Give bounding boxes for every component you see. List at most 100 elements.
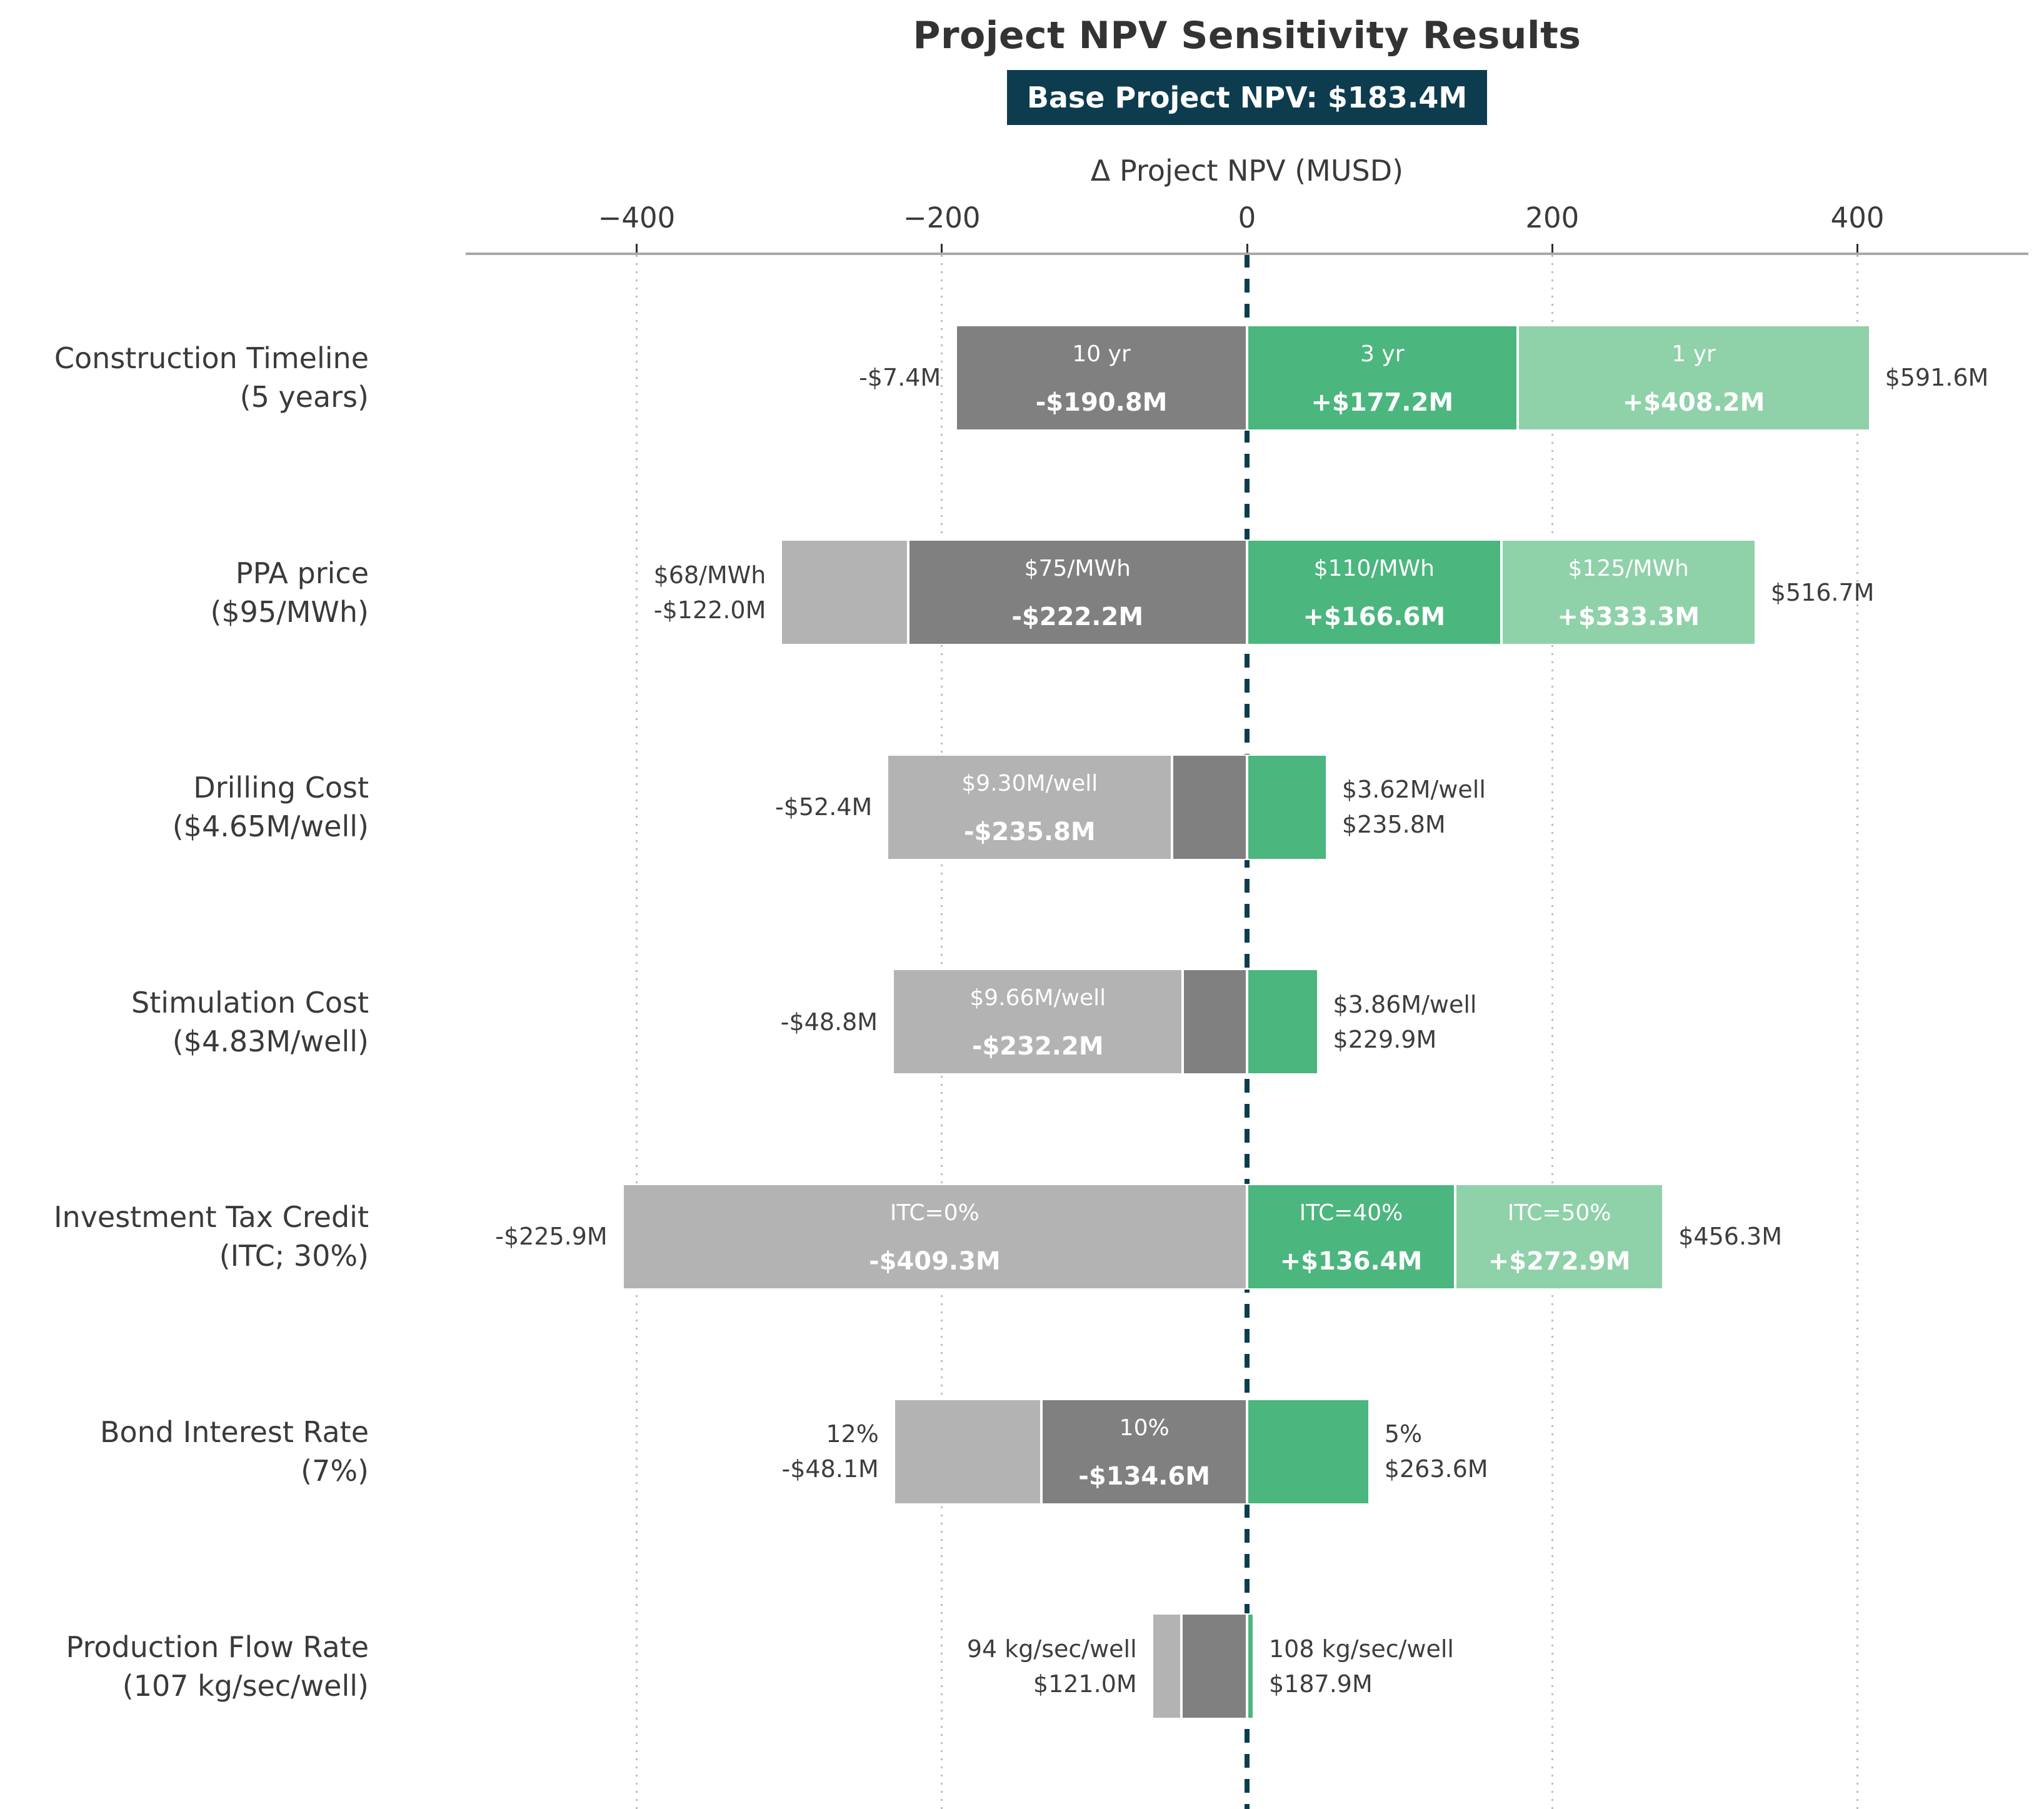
resulting-npv-label-left: 94 kg/sec/well $121.0M — [699, 1631, 1137, 1701]
resulting-npv-label-line: $516.7M — [1770, 578, 1875, 606]
resulting-npv-label-left: -$7.4M — [503, 360, 941, 395]
category-base-value: ($4.83M/well) — [172, 1024, 369, 1058]
x-axis-label: Δ Project NPV (MUSD) — [1090, 154, 1404, 188]
resulting-npv-label-right: $3.86M/well $229.9M — [1333, 987, 1771, 1057]
bar-segment-scenario-label: $9.66M/well — [969, 985, 1106, 1011]
bar-segment-scenario-label: ITC=40% — [1299, 1200, 1403, 1226]
bar-segment — [893, 969, 1183, 1075]
resulting-npv-label-line: $229.9M — [1333, 1025, 1437, 1053]
resulting-npv-label-left: 12% -$48.1M — [441, 1416, 879, 1486]
bar-segment-delta-label: -$190.8M — [1035, 388, 1168, 417]
axis-tick-label: −400 — [598, 201, 676, 234]
bar-segment — [1247, 1183, 1455, 1290]
resulting-npv-label-line: -$48.8M — [780, 1008, 878, 1036]
bar-segment — [893, 1398, 1042, 1505]
resulting-npv-label-right: $3.62M/well $235.8M — [1342, 772, 1780, 842]
resulting-npv-label-line: 12% — [826, 1420, 879, 1448]
resulting-npv-label-right: 5% $263.6M — [1385, 1416, 1822, 1486]
resulting-npv-label-line: -$7.4M — [859, 364, 941, 391]
bar-segment-scenario-label: 1 yr — [1671, 341, 1716, 367]
category-label: Drilling Cost ($4.65M/well) — [0, 768, 369, 846]
bar-segment-delta-label: +$333.3M — [1557, 603, 1700, 632]
resulting-npv-label-line: $3.86M/well — [1333, 990, 1477, 1018]
bar-segment — [887, 754, 1173, 860]
bar-segment-scenario-label: $9.30M/well — [961, 770, 1098, 796]
resulting-npv-label-line: -$48.1M — [781, 1455, 879, 1483]
category-name: Bond Interest Rate — [99, 1415, 369, 1449]
base-npv-badge: Base Project NPV: $183.4M — [466, 70, 2028, 125]
bar-segment — [1501, 539, 1756, 646]
resulting-npv-label-left: -$225.9M — [170, 1219, 607, 1254]
bar-segment — [1183, 969, 1247, 1075]
resulting-npv-label-line: $456.3M — [1678, 1223, 1782, 1251]
gridline — [635, 255, 638, 1809]
resulting-npv-label-right: $516.7M — [1771, 575, 2044, 610]
bar-segment — [1247, 1398, 1370, 1505]
axis-tick-mark — [941, 244, 943, 254]
category-name: Investment Tax Credit — [53, 1200, 369, 1235]
axis-tick-mark — [635, 244, 638, 254]
category-base-value: ($4.65M/well) — [172, 809, 369, 844]
resulting-npv-label-line: -$52.4M — [775, 793, 873, 821]
resulting-npv-label-line: $591.6M — [1885, 364, 1989, 391]
bar-segment-scenario-label: ITC=50% — [1507, 1200, 1611, 1226]
category-label: PPA price ($95/MWh) — [0, 554, 369, 631]
category-name: PPA price — [235, 556, 369, 590]
bar-segment — [956, 324, 1247, 431]
gridline — [1551, 255, 1553, 1809]
resulting-npv-label-right: 108 kg/sec/well $187.9M — [1269, 1631, 1706, 1701]
resulting-npv-label-line: 5% — [1384, 1420, 1423, 1448]
category-label: Bond Interest Rate (7%) — [0, 1413, 369, 1490]
bar-segment-delta-label: -$409.3M — [868, 1246, 1001, 1276]
bar-segment — [1041, 1398, 1247, 1505]
resulting-npv-label-line: -$122.0M — [653, 596, 766, 624]
axis-tick-label: 200 — [1525, 201, 1580, 234]
bar-segment — [781, 539, 908, 646]
category-name: Construction Timeline — [54, 341, 369, 375]
category-label: Production Flow Rate (107 kg/sec/well) — [0, 1628, 369, 1705]
bar-segment — [1247, 754, 1327, 860]
bar-segment-scenario-label: $110/MWh — [1313, 556, 1435, 582]
gridline — [1856, 255, 1859, 1809]
bar-segment-delta-label: +$136.4M — [1280, 1246, 1423, 1276]
resulting-npv-label-line: $121.0M — [1033, 1670, 1137, 1698]
resulting-npv-label-left: -$52.4M — [434, 789, 872, 824]
bar-segment — [1247, 969, 1318, 1075]
resulting-npv-label-left: -$48.8M — [440, 1005, 878, 1040]
bar-segment-delta-label: +$272.9M — [1488, 1246, 1631, 1276]
bar-segment-delta-label: -$222.2M — [1011, 603, 1144, 632]
resulting-npv-label-line: 108 kg/sec/well — [1268, 1635, 1454, 1663]
bar-segment-scenario-label: 10 yr — [1072, 341, 1131, 367]
category-label: Investment Tax Credit (ITC; 30%) — [0, 1198, 369, 1275]
axis-tick-label: −200 — [903, 201, 981, 234]
bar-segment — [908, 539, 1247, 646]
x-axis-line — [466, 253, 2028, 255]
category-label: Construction Timeline (5 years) — [0, 339, 369, 416]
bar-segment — [1247, 539, 1501, 646]
category-label: Stimulation Cost ($4.83M/well) — [0, 983, 369, 1061]
bar-segment — [1151, 1613, 1182, 1720]
category-name: Stimulation Cost — [131, 985, 369, 1020]
bar-segment-delta-label: +$177.2M — [1311, 388, 1454, 417]
axis-tick-label: 0 — [1238, 201, 1256, 234]
category-name: Drilling Cost — [193, 771, 369, 805]
bar-segment-scenario-label: 3 yr — [1360, 341, 1405, 367]
resulting-npv-label-left: $68/MWh -$122.0M — [328, 558, 766, 628]
resulting-npv-label-line: $3.62M/well — [1341, 776, 1486, 804]
resulting-npv-label-line: $68/MWh — [653, 561, 766, 589]
base-npv-badge-text: Base Project NPV: $183.4M — [1006, 70, 1488, 125]
resulting-npv-label-line: 94 kg/sec/well — [966, 1635, 1137, 1663]
bar-segment — [1247, 324, 1518, 431]
resulting-npv-label-line: $263.6M — [1384, 1455, 1488, 1483]
bar-segment — [1455, 1183, 1664, 1290]
category-base-value: (5 years) — [239, 380, 369, 414]
bar-segment — [1517, 324, 1870, 431]
bar-segment-delta-label: -$232.2M — [971, 1032, 1104, 1061]
bar-segment-delta-label: -$235.8M — [963, 817, 1096, 846]
axis-tick-mark — [1856, 244, 1859, 254]
category-base-value: (7%) — [301, 1454, 369, 1488]
resulting-npv-label-line: $235.8M — [1341, 811, 1446, 839]
category-base-value: (ITC; 30%) — [219, 1239, 369, 1273]
axis-tick-mark — [1246, 244, 1248, 254]
